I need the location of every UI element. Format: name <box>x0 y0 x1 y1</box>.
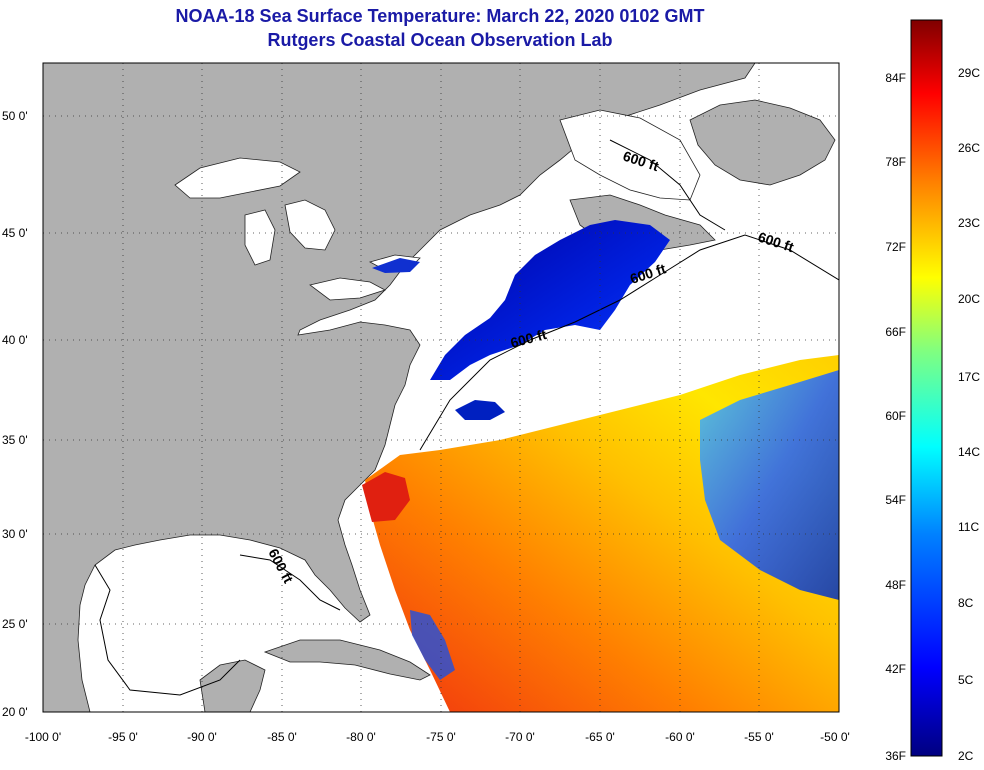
great-lakes <box>174 157 421 301</box>
graticule <box>43 63 839 712</box>
map-subtitle: Rutgers Coastal Ocean Observation Lab <box>267 30 613 50</box>
land-north-america <box>43 63 756 712</box>
colorbar-c-label: 20C <box>958 292 980 306</box>
lon-label: -80 0' <box>346 730 376 744</box>
lon-label: -55 0' <box>744 730 774 744</box>
lat-label: 50 0' <box>2 109 28 123</box>
lat-label: 40 0' <box>2 333 28 347</box>
lat-label: 25 0' <box>2 617 28 631</box>
colorbar-c-label: 11C <box>958 520 979 534</box>
colorbar-f-label: 48F <box>885 578 906 592</box>
colorbar-f-label: 36F <box>885 749 906 763</box>
contour-600ft-north <box>609 139 726 231</box>
lat-label: 45 0' <box>2 226 28 240</box>
colorbar-c-label: 8C <box>958 596 974 610</box>
colorbar <box>910 19 943 757</box>
colorbar-f-label: 66F <box>885 325 906 339</box>
lat-axis: 50 0' 45 0' 40 0' 35 0' 30 0' 25 0' 20 0… <box>2 109 28 719</box>
colorbar-f-label: 42F <box>885 662 906 676</box>
colorbar-f-label: 72F <box>885 240 906 254</box>
sst-cold-shelf-water <box>430 220 670 380</box>
land-cuba <box>263 639 431 681</box>
colorbar-c-scale: 29C 26C 23C 20C 17C 14C 11C 8C 5C 2C <box>958 66 980 763</box>
colorbar-f-label: 84F <box>885 71 906 85</box>
sst-cold-patch-lake <box>372 258 420 273</box>
sst-florida-straits <box>410 610 455 680</box>
contour-600ft-shelf <box>419 234 839 451</box>
colorbar-c-label: 17C <box>958 370 980 384</box>
colorbar-c-label: 26C <box>958 141 980 155</box>
sst-cool-water-east <box>700 370 839 600</box>
map-frame <box>42 62 840 713</box>
land-yucatan <box>199 659 266 712</box>
colorbar-f-label: 78F <box>885 155 906 169</box>
lat-label: 30 0' <box>2 527 28 541</box>
colorbar-c-label: 2C <box>958 749 974 763</box>
colorbar-f-label: 60F <box>885 409 906 423</box>
land-newfoundland <box>689 99 836 186</box>
colorbar-c-label: 23C <box>958 216 980 230</box>
lon-axis: -100 0' -95 0' -90 0' -85 0' -80 0' -75 … <box>25 730 850 744</box>
lon-label: -60 0' <box>665 730 695 744</box>
contour-600ft <box>94 564 241 696</box>
lon-label: -75 0' <box>426 730 456 744</box>
contour-600ft-gulf <box>239 554 341 611</box>
colorbar-c-label: 14C <box>958 445 980 459</box>
lat-label: 20 0' <box>2 705 28 719</box>
colorbar-f-scale: 84F 78F 72F 66F 60F 54F 48F 42F 36F <box>885 71 906 763</box>
lon-label: -65 0' <box>585 730 615 744</box>
lon-label: -90 0' <box>187 730 217 744</box>
lon-label: -70 0' <box>505 730 535 744</box>
colorbar-f-label: 54F <box>885 493 906 507</box>
lon-label: -50 0' <box>820 730 850 744</box>
lon-label: -95 0' <box>108 730 138 744</box>
sst-gulf-stream-core <box>362 472 410 522</box>
lon-label: -100 0' <box>25 730 61 744</box>
sst-cold-patch-offshore <box>455 400 505 420</box>
lon-label: -85 0' <box>267 730 297 744</box>
colorbar-c-label: 5C <box>958 673 974 687</box>
lat-label: 35 0' <box>2 433 28 447</box>
colorbar-c-label: 29C <box>958 66 980 80</box>
map-title: NOAA-18 Sea Surface Temperature: March 2… <box>175 6 705 26</box>
